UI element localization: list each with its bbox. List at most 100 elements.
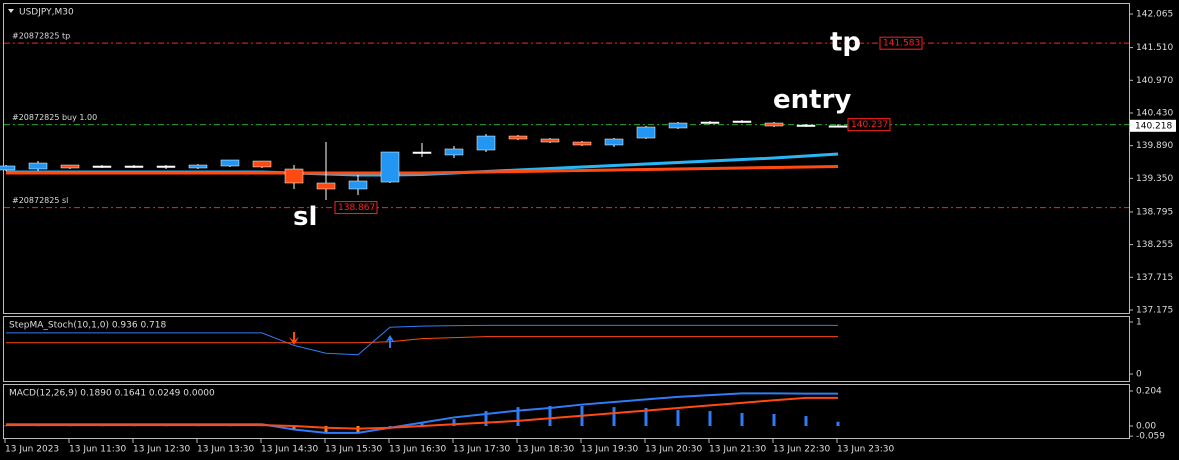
- indicator-line: [6, 324, 838, 356]
- x-tick-label: 13 Jun 17:30: [453, 445, 510, 455]
- histogram-bar: [676, 410, 680, 427]
- candle-body: [700, 121, 720, 124]
- level-price: 138.867: [338, 203, 375, 213]
- histogram-bar: [548, 405, 552, 427]
- histogram-bar: [772, 414, 776, 427]
- histogram-bar: [644, 407, 648, 427]
- y-tick-label: 137.715: [1136, 273, 1173, 283]
- signal-arrow: [385, 335, 395, 348]
- histogram-bar: [484, 411, 488, 427]
- candle-body: [572, 141, 592, 146]
- y-tick-label: 140.430: [1136, 108, 1173, 118]
- histogram-bar: [836, 421, 840, 427]
- y-tick-label: 142.065: [1136, 10, 1173, 20]
- stoch-panel: [3, 316, 1130, 382]
- level-price-box: [879, 36, 923, 50]
- candle-body: [508, 135, 528, 140]
- x-tick-label: 13 Jun 2023: [5, 445, 59, 455]
- candle-body: [316, 182, 336, 190]
- indicator-line: [6, 336, 838, 344]
- candle-body: [0, 165, 16, 171]
- x-tick-label: 13 Jun 21:30: [709, 445, 766, 455]
- x-tick-label: 13 Jun 19:30: [581, 445, 638, 455]
- x-tick-label: 13 Jun 12:30: [133, 445, 190, 455]
- candle-body: [220, 159, 240, 167]
- chart-title: USDJPY,M30: [19, 8, 74, 18]
- candle-body: [540, 138, 560, 143]
- level-label: #20872825 buy 1.00: [12, 113, 97, 122]
- y-tick-label: 139.890: [1136, 141, 1173, 151]
- candle-body: [412, 151, 432, 154]
- x-tick-label: 13 Jun 18:30: [517, 445, 574, 455]
- candle-body: [828, 125, 848, 128]
- histogram-bar: [292, 426, 296, 430]
- level-label: #20872825 tp: [12, 32, 70, 41]
- y-tick-label: 0.204: [1136, 387, 1162, 397]
- level-price-box: [334, 201, 378, 215]
- candle-body: [444, 148, 464, 156]
- candle-body: [92, 165, 112, 168]
- candle-body: [284, 168, 304, 184]
- histogram-bar: [708, 411, 712, 427]
- histogram-bar: [420, 422, 424, 427]
- stoch-title: StepMA_Stoch(10,1,0) 0.936 0.718: [9, 321, 166, 331]
- level-label: #20872825 sl: [12, 196, 68, 205]
- histogram-bar: [516, 407, 520, 427]
- x-tick-label: 13 Jun 23:30: [837, 445, 894, 455]
- level-tag: sl: [293, 202, 317, 232]
- candle-body: [188, 164, 208, 169]
- candle-body: [796, 124, 816, 127]
- candle-body: [764, 122, 784, 127]
- indicator-line: [6, 396, 838, 430]
- histogram-bar: [804, 416, 808, 427]
- y-tick-label: 139.350: [1136, 174, 1173, 184]
- indicator-line: [6, 164, 839, 175]
- histogram-bar: [612, 407, 616, 427]
- histogram-bar: [388, 426, 392, 428]
- menu-triangle: [8, 9, 14, 13]
- x-tick-label: 13 Jun 11:30: [69, 445, 126, 455]
- y-tick-label: 141.510: [1136, 43, 1173, 53]
- x-tick-label: 13 Jun 13:30: [197, 445, 254, 455]
- candle-body: [604, 138, 624, 146]
- candle-body: [60, 164, 80, 169]
- y-tick-label: 1: [1136, 317, 1142, 327]
- y-tick-label: 140.970: [1136, 76, 1173, 86]
- histogram-bar: [740, 412, 744, 427]
- level-price: 141.583: [883, 39, 920, 49]
- macd-title: MACD(12,26,9) 0.1890 0.1641 0.0249 0.000…: [9, 389, 215, 399]
- candle-body: [380, 151, 400, 183]
- x-tick-label: 13 Jun 14:30: [261, 445, 318, 455]
- signal-arrow: [289, 332, 299, 345]
- candle-body: [252, 160, 272, 168]
- x-tick-label: 13 Jun 20:30: [645, 445, 702, 455]
- macd-panel: [3, 384, 1130, 439]
- y-tick-label: 0.00: [1136, 422, 1156, 432]
- candle-body: [156, 165, 176, 168]
- level-price: 140.237: [851, 120, 888, 130]
- level-price-box: [847, 118, 891, 132]
- histogram-bar: [452, 419, 456, 427]
- candle-body: [348, 180, 368, 190]
- y-tick-label: 137.175: [1136, 305, 1173, 315]
- level-tag: tp: [830, 28, 861, 58]
- x-tick-label: 13 Jun 15:30: [325, 445, 382, 455]
- y-tick-label: 0: [1136, 370, 1142, 380]
- current-price-box: [1130, 119, 1176, 132]
- main-panel: [3, 3, 1130, 314]
- y-tick-label: 138.255: [1136, 240, 1173, 250]
- candle-body: [476, 135, 496, 151]
- x-tick-label: 13 Jun 16:30: [389, 445, 446, 455]
- candle-body: [124, 165, 144, 168]
- y-tick-label: -0.059: [1136, 432, 1165, 442]
- candle-body: [732, 120, 752, 123]
- x-tick-label: 13 Jun 22:30: [773, 445, 830, 455]
- candle-body: [668, 122, 688, 129]
- level-tag: entry: [773, 85, 851, 115]
- candle-body: [28, 162, 48, 170]
- histogram-bar: [324, 426, 328, 433]
- current-price-label: 140.218: [1135, 121, 1172, 131]
- candle-body: [636, 126, 656, 139]
- y-tick-label: 138.795: [1136, 207, 1173, 217]
